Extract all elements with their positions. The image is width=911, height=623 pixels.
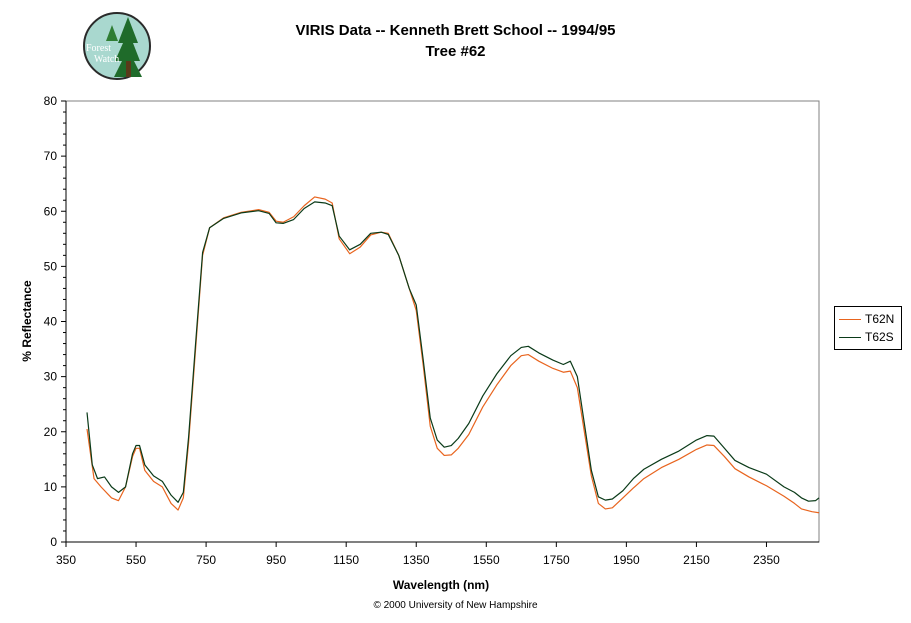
chart-title: VIRIS Data -- Kenneth Brett School -- 19… [295, 22, 616, 39]
y-tick-label: 50 [44, 259, 58, 273]
x-axis-title: Wavelength (nm) [393, 578, 489, 592]
x-axis: 350 550 750 950 1150 1350 1550 1750 1950 2150 2350 [56, 541, 819, 567]
legend-label-t62s: T62S [865, 330, 894, 344]
y-tick-label: 80 [44, 94, 58, 108]
y-tick-label: 70 [44, 149, 58, 163]
legend-item-t62s: T62S [839, 329, 894, 345]
x-tick-label: 950 [266, 553, 286, 567]
forest-watch-logo: Forest Watch [82, 11, 152, 81]
legend-swatch-t62s [839, 336, 861, 338]
y-tick-label: 30 [44, 370, 58, 384]
logo-text-top: Forest [86, 43, 111, 54]
logo-text-bottom: Watch [94, 54, 119, 65]
x-tick-label: 2350 [753, 553, 780, 567]
series-line-t62s [86, 201, 820, 503]
x-tick-label: 1550 [473, 553, 500, 567]
x-tick-label: 1150 [333, 553, 359, 567]
x-tick-label: 750 [196, 553, 216, 567]
copyright-footer: © 2000 University of New Hampshire [373, 600, 538, 611]
y-tick-label: 10 [44, 480, 58, 494]
chart-subtitle: Tree #62 [425, 43, 486, 60]
x-tick-label: 550 [126, 553, 146, 567]
y-tick-label: 40 [44, 315, 58, 329]
legend-label-t62n: T62N [865, 312, 895, 326]
plot-area [65, 100, 820, 543]
y-tick-label: 20 [44, 425, 58, 439]
y-tick-label: 60 [44, 204, 58, 218]
y-axis-title: % Reflectance [20, 280, 34, 362]
y-axis: 0 10 20 30 40 50 60 70 80 [44, 94, 67, 549]
x-tick-label: 350 [56, 553, 76, 567]
x-tick-label: 2150 [683, 553, 710, 567]
y-tick-label: 0 [50, 535, 57, 549]
x-tick-label: 1750 [543, 553, 570, 567]
x-tick-label: 1950 [613, 553, 640, 567]
series-layer [86, 196, 820, 514]
series-line-t62n [86, 196, 820, 514]
legend-swatch-t62n [839, 318, 861, 320]
x-tick-label: 1350 [403, 553, 430, 567]
legend-item-t62n: T62N [839, 311, 894, 327]
legend: T62N T62S [834, 306, 902, 350]
